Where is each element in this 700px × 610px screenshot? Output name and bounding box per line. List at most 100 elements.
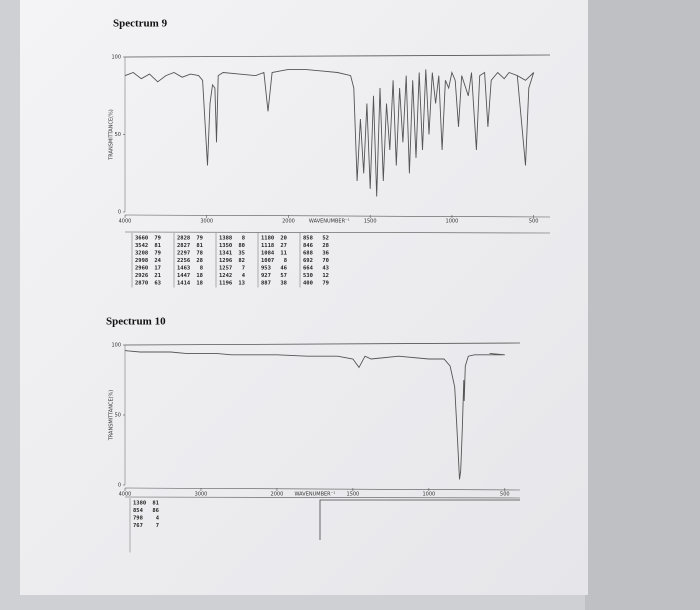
peak-wavenumber: 3208 bbox=[135, 251, 148, 257]
peak-transmittance: 8 bbox=[200, 266, 203, 272]
x-tick-label: 2000 bbox=[282, 219, 295, 225]
axis-frame bbox=[124, 342, 521, 346]
chart-title: Spectrum 10 bbox=[106, 316, 166, 328]
peak-transmittance: 21 bbox=[154, 273, 161, 279]
x-tick-label: 500 bbox=[500, 492, 510, 498]
table-rule bbox=[124, 231, 551, 234]
peak-transmittance: 81 bbox=[152, 501, 159, 507]
chart-title: Spectrum 9 bbox=[113, 18, 168, 30]
peak-wavenumber: 3660 bbox=[135, 236, 148, 242]
peak-wavenumber: 2828 bbox=[177, 236, 190, 242]
axis-frame bbox=[124, 54, 551, 58]
peak-wavenumber: 846 bbox=[303, 243, 314, 249]
peak-transmittance: 20 bbox=[280, 236, 287, 242]
peak-transmittance: 80 bbox=[238, 243, 245, 249]
peak-wavenumber: 953 bbox=[261, 266, 271, 272]
x-tick-label: 1000 bbox=[446, 219, 459, 225]
x-tick-label: 4000 bbox=[119, 492, 132, 498]
x-axis-label: WAVENUMBER⁻¹ bbox=[295, 492, 336, 498]
peak-transmittance: 79 bbox=[196, 236, 203, 242]
peak-wavenumber: 2827 bbox=[177, 243, 190, 249]
peak-transmittance: 81 bbox=[154, 243, 161, 249]
peak-wavenumber: 1296 bbox=[219, 258, 233, 264]
peak-wavenumber: 2960 bbox=[135, 266, 148, 272]
peak-wavenumber: 1196 bbox=[219, 281, 233, 287]
peak-transmittance: 4 bbox=[242, 273, 246, 279]
peak-transmittance: 70 bbox=[322, 258, 329, 264]
peak-transmittance: 7 bbox=[156, 523, 159, 529]
peak-wavenumber: 400 bbox=[303, 281, 313, 287]
axis-frame bbox=[124, 214, 551, 218]
y-tick-label: 100 bbox=[111, 343, 121, 349]
peak-transmittance: 82 bbox=[238, 258, 245, 264]
peak-transmittance: 43 bbox=[322, 266, 329, 272]
peak-wavenumber: 2256 bbox=[177, 258, 191, 264]
table-rule bbox=[124, 496, 521, 499]
x-tick-label: 4000 bbox=[119, 219, 132, 225]
y-tick-label: 50 bbox=[115, 132, 121, 138]
peak-transmittance: 18 bbox=[196, 281, 203, 287]
peak-transmittance: 28 bbox=[322, 243, 329, 249]
peak-transmittance: 24 bbox=[154, 258, 161, 264]
x-tick-label: 1500 bbox=[364, 219, 377, 225]
peak-transmittance: 13 bbox=[238, 281, 245, 287]
frame-line bbox=[319, 499, 520, 540]
spectrum-line bbox=[124, 68, 535, 197]
x-axis-label: WAVENUMBER⁻¹ bbox=[309, 219, 350, 225]
x-tick-label: 3000 bbox=[200, 219, 213, 225]
peak-transmittance: 35 bbox=[238, 251, 245, 257]
peak-transmittance: 81 bbox=[196, 243, 203, 249]
peak-wavenumber: 1463 bbox=[177, 266, 190, 272]
peak-wavenumber: 798 bbox=[133, 516, 143, 522]
peak-wavenumber: 1242 bbox=[219, 273, 232, 279]
peak-wavenumber: 530 bbox=[303, 273, 313, 279]
peak-wavenumber: 858 bbox=[303, 236, 313, 242]
peak-wavenumber: 1084 bbox=[261, 251, 275, 257]
peak-transmittance: 63 bbox=[154, 281, 161, 287]
x-tick-label: 1500 bbox=[347, 492, 360, 498]
peak-wavenumber: 1350 bbox=[219, 243, 232, 249]
peak-wavenumber: 887 bbox=[261, 281, 271, 287]
peak-transmittance: 28 bbox=[196, 258, 203, 264]
y-tick-label: 0 bbox=[118, 483, 121, 489]
spectrum-line bbox=[124, 350, 505, 480]
y-axis-label: TRANSMITTANCE(%) bbox=[109, 109, 115, 161]
peak-wavenumber: 2870 bbox=[135, 281, 148, 287]
peak-wavenumber: 927 bbox=[261, 273, 271, 279]
peak-wavenumber: 767 bbox=[133, 523, 143, 529]
peak-transmittance: 11 bbox=[280, 251, 287, 257]
peak-transmittance: 12 bbox=[322, 273, 329, 279]
peak-transmittance: 86 bbox=[152, 508, 159, 514]
y-axis-label: TRANSMITTANCE(%) bbox=[109, 390, 115, 442]
y-tick-label: 50 bbox=[115, 413, 121, 419]
peak-transmittance: 38 bbox=[280, 281, 287, 287]
peak-wavenumber: 1380 bbox=[133, 501, 146, 507]
peak-wavenumber: 2297 bbox=[177, 251, 190, 257]
peak-wavenumber: 3542 bbox=[135, 243, 148, 249]
peak-transmittance: 8 bbox=[242, 236, 245, 242]
peak-transmittance: 36 bbox=[322, 251, 329, 257]
x-tick-label: 3000 bbox=[195, 492, 208, 498]
peak-wavenumber: 688 bbox=[303, 251, 313, 257]
peak-transmittance: 78 bbox=[196, 251, 203, 257]
peak-transmittance: 79 bbox=[154, 236, 161, 242]
peak-wavenumber: 1447 bbox=[177, 273, 190, 279]
peak-wavenumber: 1180 bbox=[261, 236, 274, 242]
peak-wavenumber: 2926 bbox=[135, 273, 149, 279]
peak-wavenumber: 1414 bbox=[177, 281, 191, 287]
peak-transmittance: 79 bbox=[154, 251, 161, 257]
peak-wavenumber: 854 bbox=[133, 508, 144, 514]
axis-frame bbox=[124, 487, 521, 491]
peak-transmittance: 52 bbox=[322, 236, 329, 242]
peak-wavenumber: 1007 bbox=[261, 258, 274, 264]
y-tick-label: 0 bbox=[118, 210, 121, 216]
peak-transmittance: 8 bbox=[284, 258, 287, 264]
x-tick-label: 2000 bbox=[271, 492, 284, 498]
peak-transmittance: 17 bbox=[154, 266, 161, 272]
peak-wavenumber: 1388 bbox=[219, 236, 232, 242]
peak-wavenumber: 1118 bbox=[261, 243, 274, 249]
y-tick-label: 100 bbox=[111, 55, 121, 61]
side-shadow bbox=[585, 0, 700, 610]
peak-transmittance: 4 bbox=[156, 516, 160, 522]
